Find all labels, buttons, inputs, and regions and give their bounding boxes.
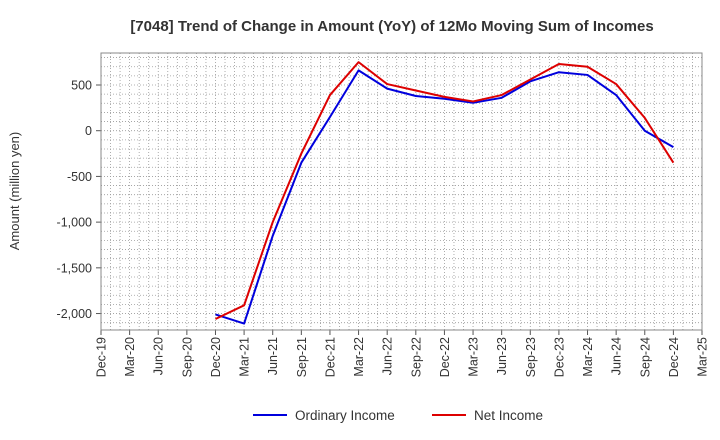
x-tick-label: Sep-22: [409, 337, 423, 377]
x-tick-label: Mar-21: [238, 337, 252, 377]
x-tick-label: Mar-22: [352, 337, 366, 377]
x-tick-label: Mar-23: [467, 337, 481, 377]
x-tick-label: Mar-25: [696, 337, 710, 377]
legend-label: Ordinary Income: [295, 408, 395, 423]
x-tick-label: Sep-23: [524, 337, 538, 377]
x-axis-ticks: Dec-19 Mar-20 Jun-20 Sep-20 Dec-20 Mar-21 Jun-…: [95, 330, 710, 377]
x-tick-label: Dec-19: [95, 337, 109, 377]
legend: Ordinary Income Net Income: [253, 408, 543, 423]
x-tick-label: Jun-21: [266, 337, 280, 375]
x-tick-label: Sep-24: [638, 337, 652, 377]
x-tick-label: Jun-20: [152, 337, 166, 375]
series-line-net-income: [215, 61, 675, 320]
y-tick-label: -500: [67, 170, 92, 184]
x-tick-label: Sep-20: [180, 337, 194, 377]
x-tick-label: Dec-22: [438, 337, 452, 377]
y-axis-ticks: 500 0 -500 -1,000 -1,500 -2,000: [57, 78, 101, 321]
x-tick-label: Mar-24: [581, 337, 595, 377]
x-tick-label: Dec-20: [209, 337, 223, 377]
legend-item: Ordinary Income: [253, 408, 395, 423]
x-tick-label: Jun-23: [495, 337, 509, 375]
y-tick-label: -1,500: [57, 261, 92, 275]
gridlines: [100, 53, 703, 330]
y-tick-label: -2,000: [57, 307, 92, 321]
series-lines: [215, 61, 675, 325]
y-axis-label: Amount (million yen): [7, 132, 22, 251]
legend-item: Net Income: [432, 408, 543, 423]
x-tick-label: Jun-24: [610, 337, 624, 375]
chart-title: [7048] Trend of Change in Amount (YoY) o…: [130, 18, 653, 35]
x-tick-label: Jun-22: [381, 337, 395, 375]
series-line-ordinary-income: [215, 69, 674, 325]
y-tick-label: 500: [71, 78, 92, 92]
plot-area: [100, 52, 703, 331]
y-tick-label: 0: [85, 124, 92, 138]
x-tick-label: Sep-21: [295, 337, 309, 377]
x-tick-label: Dec-24: [667, 337, 681, 377]
x-tick-label: Dec-23: [552, 337, 566, 377]
y-tick-label: -1,000: [57, 216, 92, 230]
x-tick-label: Mar-20: [123, 337, 137, 377]
legend-label: Net Income: [474, 408, 543, 423]
x-tick-label: Dec-21: [323, 337, 337, 377]
